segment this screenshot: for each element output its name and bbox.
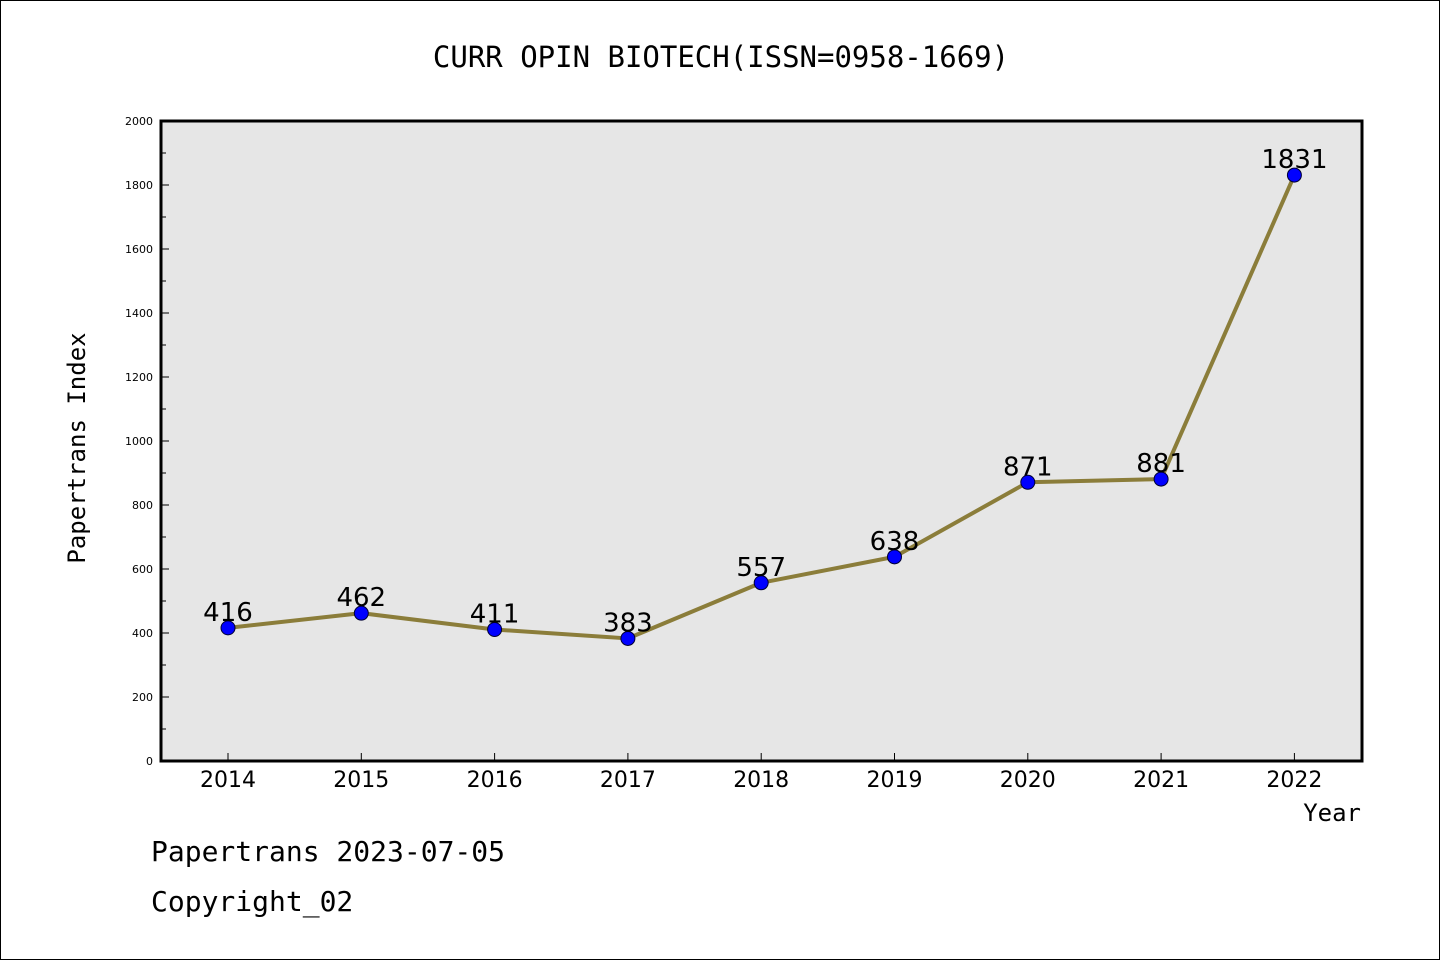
data-point (220, 620, 236, 636)
y-tick-label: 1400 (125, 307, 153, 320)
data-label: 1831 (1261, 145, 1327, 175)
data-point (487, 621, 503, 637)
data-point (1020, 474, 1036, 490)
data-point (1153, 471, 1169, 487)
footer-copyright-line: Copyright_02 (151, 885, 354, 918)
data-label: 881 (1136, 449, 1186, 479)
x-tick-label: 2017 (600, 768, 656, 793)
y-tick-label: 1800 (125, 179, 153, 192)
x-tick-label: 2022 (1266, 768, 1322, 793)
y-tick-label: 200 (132, 691, 153, 704)
x-tick-label: 2020 (1000, 768, 1056, 793)
data-point (753, 575, 769, 591)
chart-title: CURR OPIN BIOTECH(ISSN=0958-1669) (433, 40, 1009, 74)
data-point (353, 605, 369, 621)
x-axis-ticks: 2014 2015 2016 2017 2018 2019 2020 2021 2022 (200, 753, 1322, 793)
x-tick-label: 2015 (333, 768, 389, 793)
y-tick-label: 2000 (125, 115, 153, 128)
data-point (620, 630, 636, 646)
data-label: 416 (203, 598, 253, 628)
y-axis-ticks: 0 200 400 600 800 1000 1200 1400 1600 1800 2000 (125, 115, 169, 768)
footer-date-line: Papertrans 2023-07-05 (151, 835, 506, 868)
data-label: 557 (736, 553, 786, 583)
data-label: 411 (470, 599, 520, 629)
x-tick-label: 2019 (867, 768, 923, 793)
y-tick-label: 600 (132, 563, 153, 576)
data-label: 638 (870, 527, 920, 557)
y-tick-label: 1600 (125, 243, 153, 256)
x-tick-label: 2018 (733, 768, 789, 793)
y-tick-label: 800 (132, 499, 153, 512)
data-label: 383 (603, 608, 653, 638)
data-label: 871 (1003, 452, 1053, 482)
y-tick-label: 0 (146, 755, 153, 768)
x-tick-label: 2014 (200, 768, 256, 793)
x-tick-label: 2016 (467, 768, 523, 793)
y-tick-label: 1200 (125, 371, 153, 384)
data-point (887, 549, 902, 565)
data-label: 462 (336, 583, 386, 613)
series-group: 416 462 411 383 557 638 871 881 1831 (203, 145, 1327, 646)
y-tick-label: 400 (132, 627, 153, 640)
plot-border (159, 119, 1364, 763)
data-point (1286, 167, 1302, 183)
y-axis-label: Papertrans Index (63, 332, 91, 563)
plot-area (161, 121, 1362, 761)
x-axis-label: Year (1303, 799, 1361, 827)
y-tick-label: 1000 (125, 435, 153, 448)
x-tick-label: 2021 (1133, 768, 1189, 793)
